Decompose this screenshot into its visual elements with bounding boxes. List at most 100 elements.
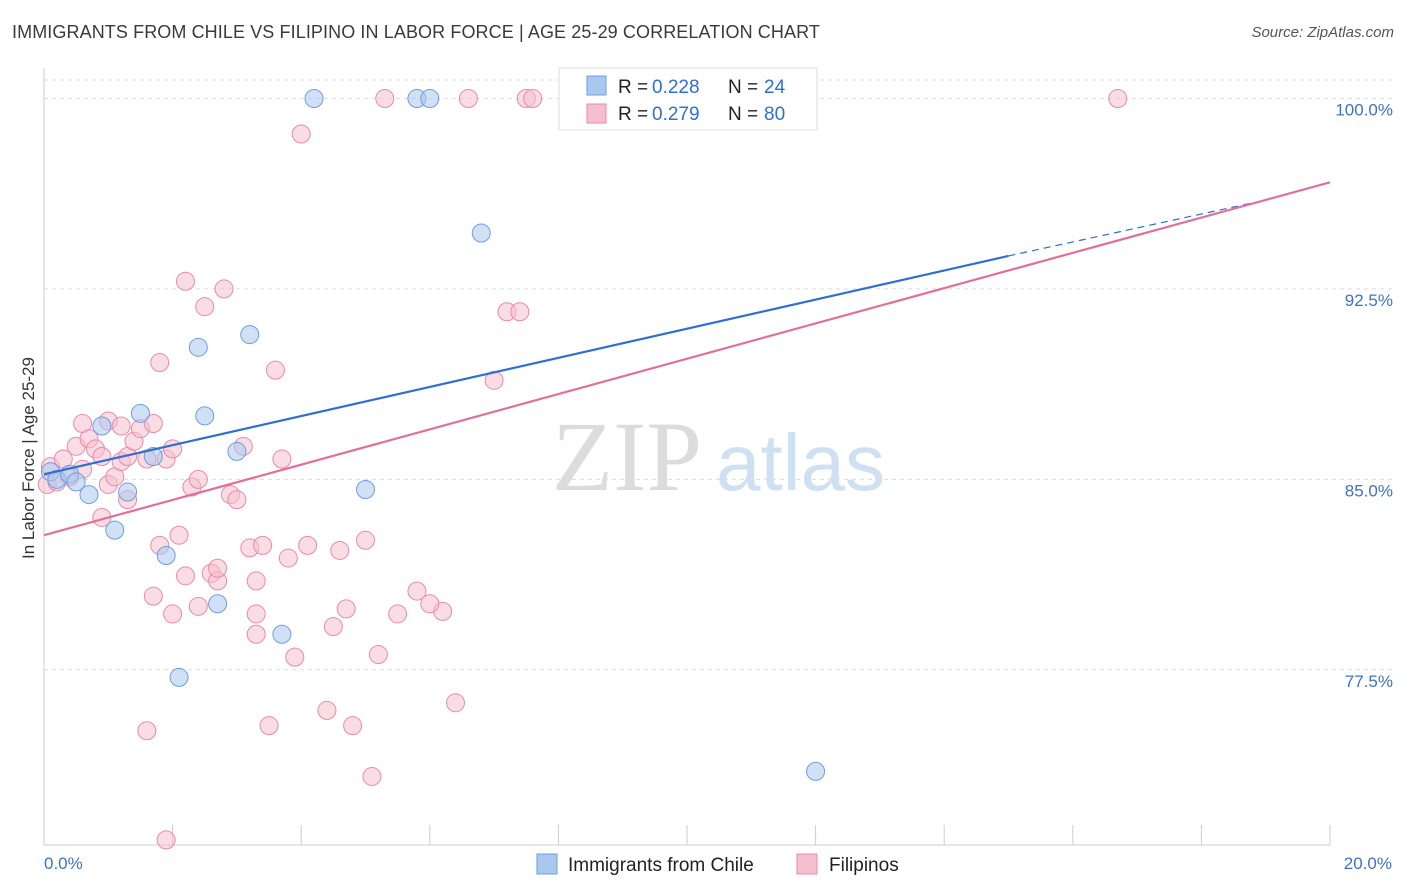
legend-n-value-2: 80 [764,104,785,125]
data-point [356,480,375,500]
series-legend-swatch-pink [796,853,818,875]
legend-swatch-blue [586,75,607,96]
data-point [111,416,131,436]
stats-legend: R = 0.228 N = 24 R = 0.279 N = 80 [558,67,818,131]
data-point [1108,88,1128,108]
series-immigrants-from-chile [40,88,826,781]
data-point [356,530,375,550]
data-point [175,566,195,586]
data-point [259,716,279,736]
data-point [246,571,266,591]
data-point [304,88,324,108]
data-point [471,223,491,243]
data-point [214,279,234,299]
x-tick-label-min: 0.0% [44,854,83,873]
data-point [143,413,163,433]
data-point [272,624,292,644]
data-point [291,124,311,144]
data-point [240,325,260,345]
data-point [343,716,363,736]
data-point [330,540,350,560]
data-point [265,360,285,380]
data-point [407,581,427,601]
legend-r-label-2: R = [618,104,648,125]
data-point [272,449,292,469]
data-point [79,485,99,505]
data-point [118,482,138,502]
data-point [458,88,478,108]
data-point [806,761,826,781]
y-tick-label: 85.0% [1345,481,1393,500]
data-point [195,406,215,426]
y-tick-labels: 77.5% 85.0% 92.5% 100.0% [1335,100,1393,690]
data-point [523,88,543,108]
data-point [227,490,247,510]
data-point [92,416,112,436]
data-point [175,271,195,291]
data-point [143,447,163,466]
data-point [188,469,208,489]
data-point [323,617,343,637]
trend-lines [43,181,1331,537]
chart-title: IMMIGRANTS FROM CHILE VS FILIPINO IN LAB… [12,22,820,42]
data-point [362,766,382,786]
data-point [368,645,388,665]
data-point [195,297,215,317]
data-point [163,439,183,459]
data-point [253,535,273,555]
y-tick-label: 100.0% [1335,100,1393,119]
data-point [163,604,183,624]
y-tick-label: 77.5% [1345,672,1393,691]
data-point [420,594,440,614]
trend-line-chile [43,254,1009,476]
legend-n-value-1: 24 [764,77,786,98]
axes [43,68,1331,846]
gridlines [44,79,1392,671]
data-point [246,624,266,644]
data-point [169,667,189,687]
trend-line-chile-projection [1008,199,1266,257]
data-point [285,647,305,667]
data-point [336,599,356,619]
data-point [420,88,440,108]
data-point [388,604,408,624]
data-point [375,88,395,108]
y-axis-label: In Labor Force | Age 25-29 [19,357,38,559]
data-point [137,721,157,741]
data-point [227,441,247,461]
data-point [188,596,208,616]
data-point [143,586,163,606]
legend-n-label-1: N = [728,77,758,98]
legend-swatch-pink [586,103,607,124]
source-label: Source: ZipAtlas.com [1251,24,1394,41]
legend-n-label-2: N = [728,104,758,125]
data-point [208,594,228,614]
data-point [156,546,176,566]
data-point [150,353,170,373]
data-point [298,535,318,555]
watermark: ZIP atlas [552,401,885,512]
data-point [188,337,208,357]
watermark-atlas: atlas [716,418,885,507]
data-point [105,520,125,540]
series-legend: Immigrants from Chile Filipinos [536,853,899,876]
legend-r-label-1: R = [618,77,648,98]
data-point [156,830,176,850]
data-point [278,548,298,568]
legend-r-value-2: 0.279 [652,104,700,125]
data-point [510,302,530,322]
series-legend-label-filipinos: Filipinos [829,855,899,876]
trend-line-filipinos [43,181,1331,537]
data-point [246,604,266,624]
series-legend-swatch-blue [536,853,558,875]
y-tick-label: 92.5% [1345,291,1393,310]
data-point [208,558,228,578]
data-point [317,700,337,720]
data-point [446,693,466,713]
x-tick-label-max: 20.0% [1344,854,1392,873]
data-point [130,403,150,423]
data-point [169,525,189,545]
legend-r-value-1: 0.228 [652,77,700,98]
watermark-zip: ZIP [552,401,702,512]
